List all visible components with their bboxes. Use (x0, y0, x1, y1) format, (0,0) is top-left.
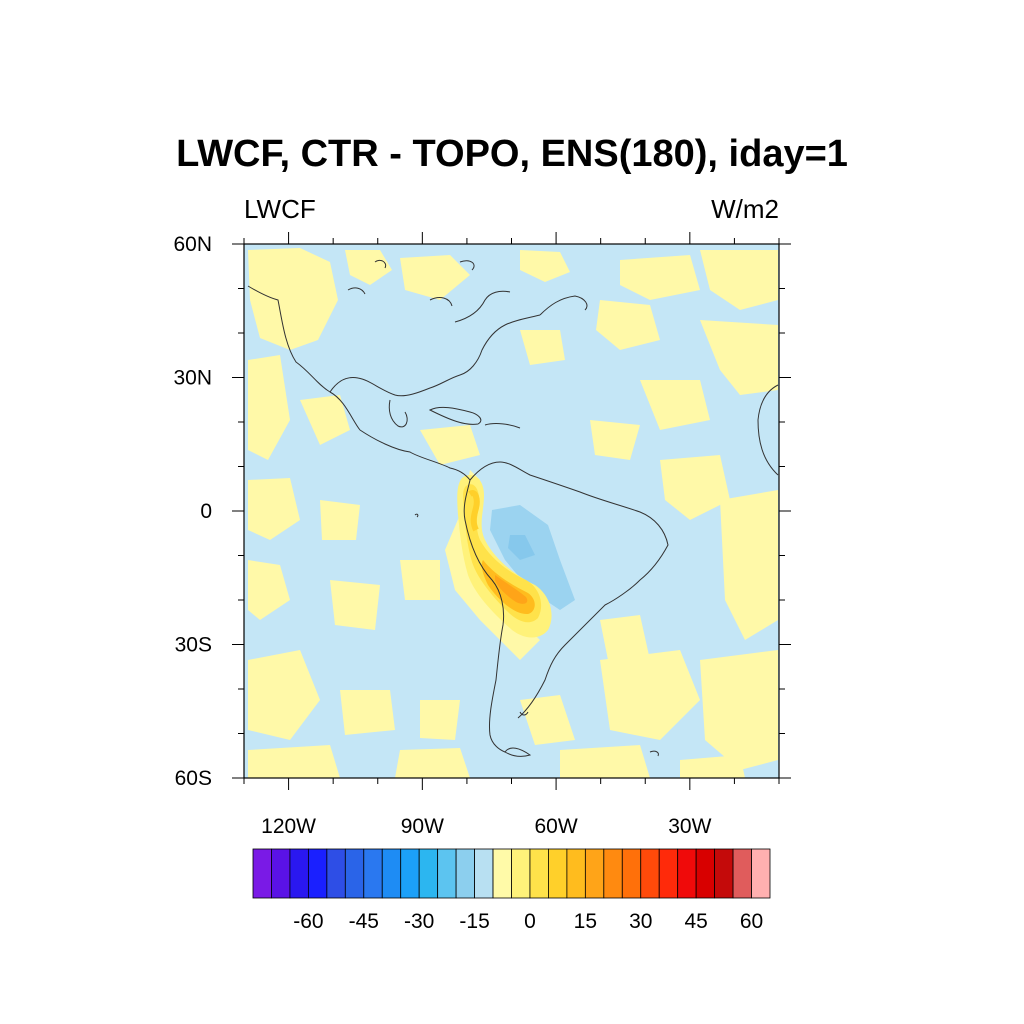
negative-anomaly-core (508, 535, 535, 560)
colorbar (252, 848, 771, 899)
colorbar-swatch (751, 848, 771, 899)
lon-tick-label: 60W (534, 815, 577, 838)
axis-ticks (232, 232, 791, 790)
colorbar-swatch (492, 848, 512, 899)
colorbar-swatch (474, 848, 494, 899)
colorbar-labels: -60 -45 -30 -15 0 15 30 45 60 (293, 910, 763, 933)
colorbar-swatch (326, 848, 346, 899)
colorbar-swatch (677, 848, 697, 899)
colorbar-label: -45 (349, 910, 379, 933)
lat-tick-label: 60N (173, 233, 212, 256)
colorbar-swatch (714, 848, 734, 899)
lon-tick-label: 30W (668, 815, 711, 838)
colorbar-swatch (640, 848, 660, 899)
lon-tick-label: 120W (261, 815, 316, 838)
colorbar-swatch (732, 848, 752, 899)
colorbar-swatch (271, 848, 291, 899)
colorbar-swatch (437, 848, 457, 899)
lat-tick-label: 30N (173, 367, 212, 390)
lon-tick-label: 90W (401, 815, 444, 838)
colorbar-swatch (307, 848, 328, 899)
colorbar-swatch (381, 848, 402, 899)
negative-anomaly-amazon (490, 505, 575, 610)
variable-label: LWCF (244, 194, 316, 224)
colorbar-swatch (603, 848, 623, 899)
colorbar-swatch (529, 848, 549, 899)
colorbar-swatch (289, 848, 309, 899)
colorbar-swatch (566, 848, 586, 899)
colorbar-swatch (252, 848, 272, 899)
colorbar-swatch (400, 848, 420, 899)
units-label: W/m2 (711, 194, 779, 224)
colorbar-label: -15 (459, 910, 489, 933)
andes-positive-anomaly (457, 474, 552, 638)
map-area (244, 244, 779, 778)
positive-anomaly-patches (248, 248, 778, 778)
colorbar-swatch (511, 848, 531, 899)
colorbar-label: -60 (293, 910, 323, 933)
colorbar-swatch (455, 848, 475, 899)
coastlines (247, 259, 779, 757)
colorbar-swatch (621, 848, 642, 899)
colorbar-swatch (418, 848, 439, 899)
colorbar-swatch (658, 848, 679, 899)
lat-tick-label: 30S (175, 634, 212, 657)
colorbar-label: 15 (574, 910, 597, 933)
latitude-labels: 60N 30N 0 30S 60S (173, 233, 212, 790)
plot-title: LWCF, CTR - TOPO, ENS(180), iday=1 (176, 133, 848, 175)
lat-tick-label: 0 (200, 500, 212, 523)
colorbar-label: 0 (524, 910, 536, 933)
colorbar-swatch (363, 848, 383, 899)
colorbar-label: 60 (740, 910, 763, 933)
colorbar-swatch (584, 848, 605, 899)
colorbar-label: -30 (404, 910, 434, 933)
colorbar-label: 45 (684, 910, 707, 933)
colorbar-label: 30 (629, 910, 652, 933)
longitude-labels: 120W 90W 60W 30W (261, 815, 711, 838)
lat-tick-label: 60S (175, 767, 212, 790)
colorbar-swatch (548, 848, 568, 899)
colorbar-swatch (344, 848, 365, 899)
colorbar-swatch (695, 848, 716, 899)
